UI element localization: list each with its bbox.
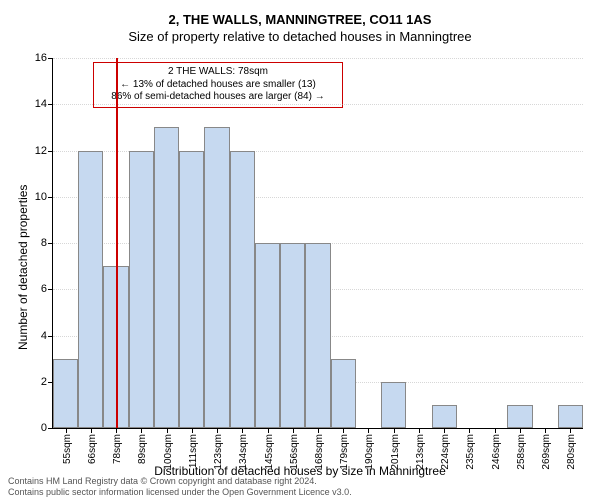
x-tick-mark [318, 428, 319, 433]
histogram-bar [129, 151, 154, 429]
y-tick-label: 12 [35, 145, 53, 157]
y-axis-label: Number of detached properties [16, 185, 30, 350]
grid-line [53, 58, 583, 59]
x-tick-mark [495, 428, 496, 433]
x-tick-label: 111sqm [188, 434, 199, 468]
x-tick-mark [469, 428, 470, 433]
histogram-bar [255, 243, 280, 428]
histogram-bar [305, 243, 330, 428]
histogram-bar [381, 382, 406, 428]
y-tick-label: 14 [35, 98, 53, 110]
histogram-bar [558, 405, 583, 428]
x-tick-label: 78sqm [112, 434, 123, 464]
y-tick-label: 4 [41, 330, 53, 342]
y-tick-label: 6 [41, 283, 53, 295]
x-tick-mark [520, 428, 521, 433]
x-tick-label: 55sqm [62, 434, 73, 464]
x-tick-mark [343, 428, 344, 433]
grid-line [53, 104, 583, 105]
y-tick-label: 2 [41, 376, 53, 388]
chart-container: 2, THE WALLS, MANNINGTREE, CO11 1AS Size… [0, 10, 600, 500]
annotation-line3: 86% of semi-detached houses are larger (… [100, 91, 336, 104]
chart-title-sub: Size of property relative to detached ho… [0, 29, 600, 44]
x-tick-mark [66, 428, 67, 433]
footer-line1: Contains HM Land Registry data © Crown c… [8, 476, 352, 487]
x-tick-mark [545, 428, 546, 433]
x-tick-mark [394, 428, 395, 433]
x-tick-mark [167, 428, 168, 433]
x-tick-mark [419, 428, 420, 433]
x-tick-mark [91, 428, 92, 433]
reference-line [116, 58, 118, 428]
x-tick-mark [192, 428, 193, 433]
x-tick-label: 66sqm [87, 434, 98, 464]
histogram-bar [230, 151, 255, 429]
histogram-bar [53, 359, 78, 428]
x-tick-mark [293, 428, 294, 433]
histogram-bar [78, 151, 103, 429]
x-tick-mark [368, 428, 369, 433]
histogram-bar [204, 127, 229, 428]
x-tick-mark [444, 428, 445, 433]
histogram-bar [432, 405, 457, 428]
footer-line2: Contains public sector information licen… [8, 487, 352, 498]
annotation-line1: 2 THE WALLS: 78sqm [100, 66, 336, 79]
x-tick-mark [141, 428, 142, 433]
x-tick-mark [570, 428, 571, 433]
histogram-bar [331, 359, 356, 428]
histogram-bar [280, 243, 305, 428]
x-tick-mark [116, 428, 117, 433]
y-tick-label: 0 [41, 422, 53, 434]
x-tick-mark [268, 428, 269, 433]
annotation-box: 2 THE WALLS: 78sqm ← 13% of detached hou… [93, 62, 343, 108]
annotation-line2: ← 13% of detached houses are smaller (13… [100, 79, 336, 92]
chart-title-main: 2, THE WALLS, MANNINGTREE, CO11 1AS [0, 12, 600, 27]
histogram-bar [179, 151, 204, 429]
plot-area: 2 THE WALLS: 78sqm ← 13% of detached hou… [52, 58, 583, 429]
x-tick-mark [242, 428, 243, 433]
y-tick-label: 16 [35, 52, 53, 64]
x-tick-label: 89sqm [137, 434, 148, 464]
x-tick-mark [217, 428, 218, 433]
y-tick-label: 10 [35, 191, 53, 203]
footer: Contains HM Land Registry data © Crown c… [8, 476, 352, 498]
histogram-bar [507, 405, 532, 428]
histogram-bar [154, 127, 179, 428]
y-tick-label: 8 [41, 237, 53, 249]
